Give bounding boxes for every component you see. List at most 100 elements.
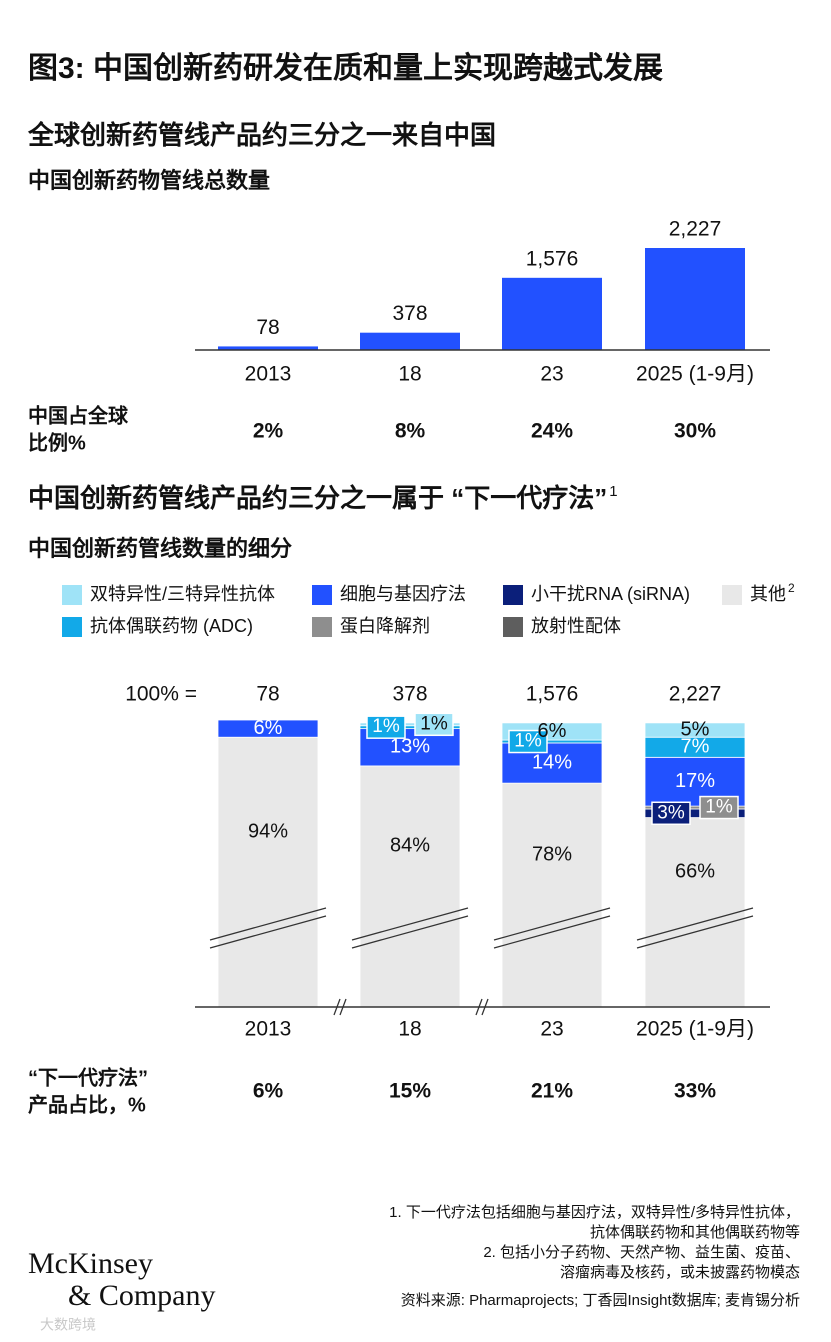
row-label: 比例% [28,430,86,454]
break-mark [493,907,611,941]
data-label: 378 [392,302,427,325]
row-value: 24% [531,420,573,443]
source: 资料来源: Pharmaprojects; 丁香园Insight数据库; 麦肯锡… [401,1292,800,1309]
row-value: 33% [674,1080,716,1103]
page-title: 图3: 中国创新药研发在质和量上实现跨越式发展 [28,51,663,85]
segment-label: 84% [390,835,430,857]
legend-swatch [62,617,82,637]
total-label: 1,576 [526,683,579,706]
legend-swatch [503,617,523,637]
bar [645,248,745,350]
legend-label: 蛋白降解剂 [340,616,430,636]
bar [502,277,602,350]
x-tick-label: 2013 [245,363,292,386]
segment-label: 6% [254,717,283,739]
total-prefix: 100% = [125,683,197,706]
legend-swatch [312,617,332,637]
segment-label: 1% [372,716,400,737]
break-mark [636,915,754,949]
segment-label-box [414,712,454,737]
row-label: 中国占全球 [28,403,129,427]
footnote: 2. 包括小分子药物、天然产物、益生菌、疫苗、 [483,1244,800,1261]
x-tick-label: 2025 (1-9月) [636,1018,754,1041]
break-mark [493,915,611,949]
segment-label: 66% [675,861,715,883]
total-label: 2,227 [669,683,722,706]
row-label: “下一代疗法” [28,1065,148,1089]
legend-swatch [503,585,523,605]
break-mark [351,915,469,949]
x-tick-label: 18 [398,363,421,386]
legend-label: 其他 [750,584,786,604]
bar-segment [359,765,461,1008]
legend-label: 放射性配体 [531,616,621,636]
segment-label: 6% [538,720,567,742]
bar [218,346,318,350]
segment-label-box [508,729,548,754]
bar [360,332,460,350]
data-label: 78 [256,316,279,339]
segment-label-box [699,795,739,820]
legend-label: 双特异性/三特异性抗体 [90,584,275,604]
bar-segment [644,722,746,738]
bar-segment [501,782,603,1008]
row-label: 产品占比，% [28,1092,146,1116]
x-tick-label: 2013 [245,1018,292,1041]
bar-segment [217,736,319,1008]
x-tick-label: 23 [540,1018,563,1041]
segment-label-box [366,715,406,739]
x-tick-label: 2025 (1-9月) [636,363,754,386]
total-label: 378 [392,683,427,706]
segment-label: 14% [532,751,572,773]
segment-label: 1% [705,797,733,818]
logo: McKinsey [28,1247,153,1280]
x-tick-label: 18 [398,1018,421,1041]
watermark: 大数跨境 [40,1317,96,1333]
segment-label: 17% [675,770,715,792]
row-value: 6% [253,1080,284,1103]
legend-label: 小干扰RNA (siRNA) [531,584,690,604]
row-value: 30% [674,420,716,443]
data-label: 2,227 [669,218,722,241]
legend-label: 细胞与基因疗法 [340,584,466,604]
break-mark [209,907,327,941]
axis-break [475,998,483,1016]
axis-break [481,998,489,1016]
segment-label: 94% [248,820,288,842]
legend-note: 2 [788,581,795,595]
total-label: 78 [256,683,279,706]
data-label: 1,576 [526,247,579,270]
footnote: 1. 下一代疗法包括细胞与基因疗法，双特异性/多特异性抗体， [389,1204,800,1221]
segment-label: 5% [681,718,710,740]
break-mark [636,907,754,941]
axis-break [339,998,347,1016]
chart-subtitle: 中国创新药物管线总数量 [28,168,270,193]
segment-label: 3% [657,802,685,823]
segment-label: 13% [390,736,430,758]
chart-subtitle: 中国创新药管线数量的细分 [28,536,292,561]
footnote: 溶瘤病毒及核药，或未披露药物模态 [560,1264,800,1281]
x-tick-label: 23 [540,363,563,386]
section-title: 全球创新药管线产品约三分之一来自中国 [27,120,496,150]
axis-break [333,998,341,1016]
logo: & Company [68,1279,216,1312]
row-value: 21% [531,1080,573,1103]
title-note: 1 [609,483,617,500]
legend-swatch [312,585,332,605]
row-value: 15% [389,1080,431,1103]
row-value: 2% [253,420,284,443]
segment-label: 1% [514,731,542,752]
break-mark [351,907,469,941]
legend-label: 抗体偶联药物 (ADC) [90,616,253,636]
segment-label: 1% [420,713,448,734]
legend-swatch [62,585,82,605]
row-value: 8% [395,420,426,443]
bar-segment [359,722,461,727]
legend-swatch [722,585,742,605]
segment-label: 7% [681,736,710,758]
section-title: 中国创新药管线产品约三分之一属于 “下一代疗法” [28,483,607,513]
footnote: 抗体偶联药物和其他偶联药物等 [590,1223,800,1241]
bar-segment [217,719,319,738]
